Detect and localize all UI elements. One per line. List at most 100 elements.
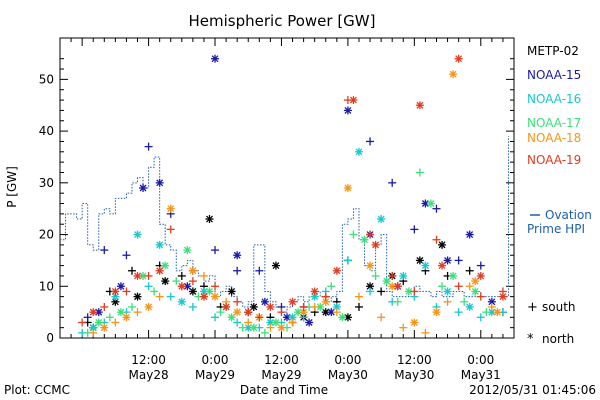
- south-marker: [100, 246, 109, 255]
- south-marker: [244, 318, 253, 327]
- chart-title: Hemispheric Power [GW]: [189, 12, 376, 30]
- y-tick-label: 30: [39, 176, 54, 190]
- north-marker: [244, 308, 253, 317]
- south-marker: [432, 235, 441, 244]
- north-marker: [89, 323, 98, 332]
- south-marker: [415, 168, 424, 177]
- south-marker: [482, 308, 491, 317]
- north-marker: [443, 287, 452, 296]
- north-marker: [415, 101, 424, 110]
- north-marker: [277, 323, 286, 332]
- north-marker: [349, 96, 358, 105]
- north-marker: [438, 261, 447, 270]
- north-marker: [393, 282, 402, 291]
- x-tick-label-time: 12:00: [264, 353, 299, 367]
- north-marker: [111, 287, 120, 296]
- north-marker: [343, 184, 352, 192]
- north-marker: [438, 240, 447, 249]
- north-marker: [343, 106, 352, 115]
- south-marker: [443, 297, 452, 306]
- north-marker: [432, 308, 441, 317]
- south-marker: [399, 323, 408, 332]
- data-markers: [78, 54, 507, 337]
- south-marker: [133, 308, 142, 317]
- south-marker: [233, 266, 242, 275]
- footer-plot-source: Plot: CCMC: [4, 383, 70, 397]
- south-marker: [388, 178, 397, 187]
- south-marker: [393, 297, 402, 306]
- north-marker: [205, 287, 214, 296]
- north-marker: [399, 271, 408, 280]
- north-marker: [321, 308, 330, 317]
- south-marker: [460, 297, 469, 306]
- north-marker: [471, 287, 480, 296]
- north-marker: [188, 287, 197, 296]
- north-marker: [94, 318, 103, 327]
- legend-north-symbol: *: [527, 332, 534, 347]
- south-marker: [89, 328, 98, 337]
- south-marker: [277, 308, 286, 317]
- north-marker: [133, 271, 142, 280]
- north-marker: [144, 302, 153, 311]
- north-marker: [111, 297, 120, 306]
- south-marker: [211, 246, 220, 255]
- south-marker: [255, 266, 264, 275]
- north-marker: [493, 308, 502, 317]
- legend-south-label: south: [542, 300, 576, 314]
- north-marker: [222, 302, 231, 311]
- north-marker: [449, 70, 458, 79]
- north-marker: [249, 323, 258, 332]
- north-marker: [415, 256, 424, 265]
- x-tick-label-time: 0:00: [202, 353, 229, 367]
- north-marker: [161, 261, 170, 270]
- north-marker: [305, 318, 314, 327]
- north-marker: [338, 313, 347, 322]
- north-marker: [354, 147, 363, 156]
- x-tick-label-date: May30: [394, 368, 434, 382]
- north-marker: [155, 266, 164, 275]
- x-tick-label-date: May31: [461, 368, 501, 382]
- north-marker: [133, 230, 142, 239]
- north-marker: [426, 199, 435, 208]
- south-marker: [366, 230, 375, 239]
- south-marker: [188, 277, 197, 286]
- north-marker: [454, 54, 463, 63]
- legend-model-line-label: Ovation: [545, 208, 592, 222]
- south-marker: [255, 313, 264, 322]
- north-marker: [476, 271, 485, 280]
- north-marker: [161, 277, 170, 286]
- south-marker: [332, 308, 341, 317]
- y-tick-label: 0: [46, 331, 54, 345]
- north-marker: [155, 178, 164, 187]
- south-marker: [366, 287, 375, 296]
- x-tick-label-time: 12:00: [131, 353, 166, 367]
- north-marker: [366, 261, 375, 270]
- north-marker: [166, 204, 175, 213]
- south-marker: [155, 292, 164, 301]
- south-marker: [487, 302, 496, 311]
- x-axis-ticks: 12:00May280:00May2912:00May290:00May3012…: [59, 38, 515, 382]
- x-tick-label-date: May29: [261, 368, 301, 382]
- legend-series-metp-02: METP-02: [527, 44, 579, 58]
- south-marker: [476, 292, 485, 301]
- north-marker: [465, 302, 474, 311]
- north-marker: [100, 323, 109, 332]
- south-marker: [166, 292, 175, 301]
- south-marker: [83, 313, 92, 322]
- south-marker: [177, 271, 186, 280]
- x-tick-label-date: May28: [129, 368, 169, 382]
- south-marker: [454, 256, 463, 265]
- legend-series-noaa-17: NOAA-17: [527, 116, 581, 130]
- north-marker: [371, 240, 380, 249]
- y-axis-label: P [GW]: [5, 166, 19, 208]
- x-tick-label-date: May30: [328, 368, 368, 382]
- north-marker: [155, 240, 164, 249]
- legend-north-label: north: [542, 332, 574, 346]
- north-marker: [139, 184, 148, 192]
- north-marker: [227, 313, 236, 322]
- south-marker: [150, 287, 159, 296]
- north-marker: [233, 308, 242, 317]
- north-marker: [327, 308, 336, 317]
- north-marker: [211, 54, 220, 63]
- x-axis-label: Date and Time: [240, 383, 328, 397]
